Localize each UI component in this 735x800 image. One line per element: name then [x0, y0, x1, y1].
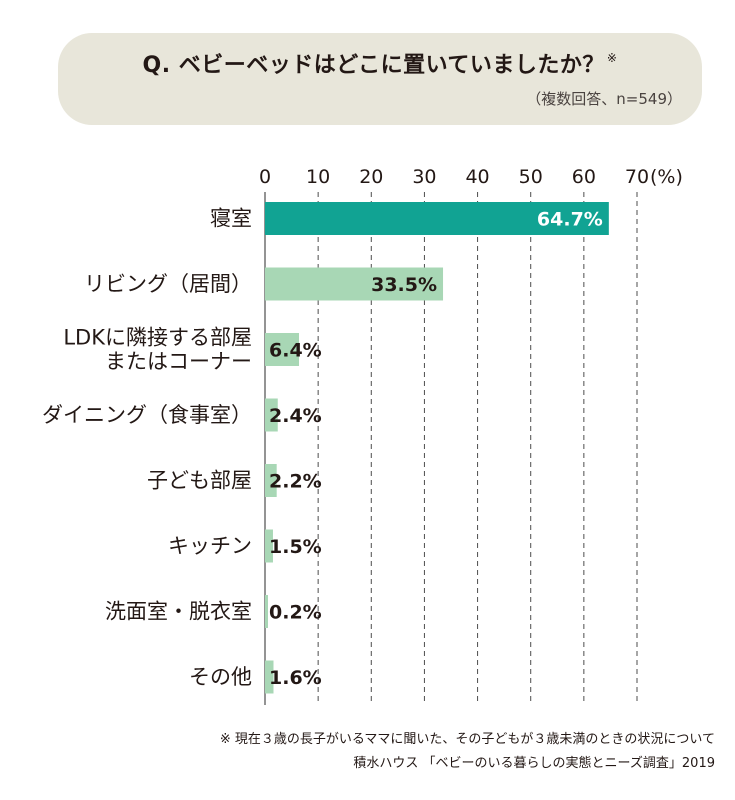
tick-label: 30: [412, 166, 436, 188]
bar: [265, 529, 273, 563]
bar: [265, 464, 277, 497]
bar-chart: 0 10 20 30 40 50 60 70 (%) 寝室 64.7% リビング（居間） 33.5% LD…: [42, 166, 683, 705]
category-label: ダイニング（食事室）: [42, 403, 252, 427]
tick-label: 50: [519, 166, 543, 188]
value-label: 1.6%: [269, 667, 322, 689]
category-label: 洗面室・脱衣室: [105, 600, 252, 624]
value-label: 2.2%: [269, 471, 322, 493]
category-label: その他: [189, 665, 252, 689]
bar: [265, 333, 300, 366]
value-label: 0.2%: [269, 602, 322, 624]
value-label: 33.5%: [371, 274, 437, 296]
value-label: 1.5%: [269, 536, 322, 558]
bar: [265, 660, 274, 694]
tick-label: 10: [306, 166, 330, 188]
footnote-mark: ※: [606, 51, 618, 65]
category-label: リビング（居間）: [84, 272, 252, 296]
category-label: 寝室: [210, 207, 252, 231]
question-title: Q. ベビーベッドはどこに置いていましたか？ ※: [58, 47, 702, 79]
bar: [265, 267, 444, 301]
footnote-source: 積水ハウス 「ベビーのいる暮らしの実態とニーズ調査」2019: [353, 756, 715, 771]
bar: [265, 202, 609, 235]
bar: [265, 595, 268, 628]
category-label: またはコーナー: [105, 350, 252, 374]
value-label: 2.4%: [269, 405, 322, 427]
value-label: 6.4%: [269, 340, 322, 362]
question-box: Q. ベビーベッドはどこに置いていましたか？ ※ （複数回答、n=549）: [58, 33, 702, 125]
tick-label: 70: [625, 166, 649, 188]
axis-unit: (%): [650, 166, 683, 188]
question-text: Q. ベビーベッドはどこに置いていましたか？: [142, 53, 605, 78]
category-label: キッチン: [168, 534, 252, 558]
category-label: LDKに隣接する部屋: [63, 326, 252, 350]
tick-label: 40: [465, 166, 489, 188]
tick-label: 0: [259, 166, 271, 188]
sample-note: （複数回答、n=549）: [526, 90, 682, 108]
footnote-survey-condition: ※ 現在３歳の長子がいるママに聞いた、その子どもが３歳未満のときの状況について: [219, 732, 715, 747]
tick-label: 60: [572, 166, 596, 188]
bar: [265, 398, 278, 432]
tick-label: 20: [359, 166, 383, 188]
value-label: 64.7%: [537, 209, 603, 231]
category-label: 子ども部屋: [147, 469, 252, 493]
